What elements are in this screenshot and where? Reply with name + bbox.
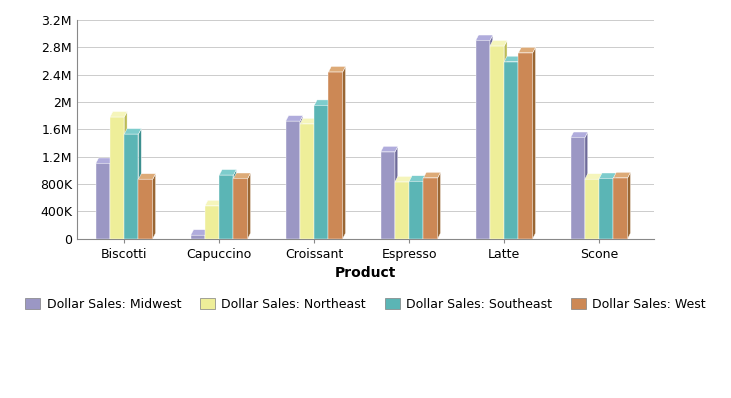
Polygon shape	[504, 41, 507, 238]
Polygon shape	[533, 47, 536, 238]
Polygon shape	[518, 56, 521, 238]
Polygon shape	[381, 146, 398, 152]
Polygon shape	[571, 132, 588, 137]
Polygon shape	[599, 174, 602, 238]
Polygon shape	[286, 116, 303, 121]
Polygon shape	[490, 35, 493, 238]
Polygon shape	[110, 111, 127, 117]
Polygon shape	[490, 41, 507, 46]
Polygon shape	[300, 118, 317, 124]
Polygon shape	[233, 178, 248, 238]
Polygon shape	[286, 121, 300, 238]
Polygon shape	[124, 111, 127, 238]
Polygon shape	[300, 124, 314, 238]
Polygon shape	[153, 174, 156, 238]
Polygon shape	[395, 176, 412, 182]
Polygon shape	[300, 116, 303, 238]
Polygon shape	[219, 175, 233, 238]
Polygon shape	[423, 172, 441, 178]
Polygon shape	[138, 179, 153, 238]
Polygon shape	[585, 132, 588, 238]
Polygon shape	[233, 173, 251, 178]
Polygon shape	[409, 181, 423, 238]
Polygon shape	[613, 172, 631, 178]
Polygon shape	[328, 72, 343, 238]
Polygon shape	[314, 100, 331, 105]
Polygon shape	[599, 173, 616, 178]
Polygon shape	[585, 179, 599, 238]
Polygon shape	[395, 182, 409, 238]
Polygon shape	[343, 66, 346, 238]
Polygon shape	[490, 46, 504, 238]
Polygon shape	[191, 235, 205, 238]
Polygon shape	[423, 178, 438, 238]
Polygon shape	[395, 146, 398, 238]
Polygon shape	[585, 174, 602, 179]
Polygon shape	[476, 41, 490, 238]
Polygon shape	[409, 176, 426, 181]
Polygon shape	[138, 174, 156, 179]
Polygon shape	[438, 172, 441, 238]
Polygon shape	[314, 105, 328, 238]
Polygon shape	[96, 164, 110, 238]
Polygon shape	[205, 200, 222, 206]
Polygon shape	[409, 176, 412, 238]
Polygon shape	[314, 118, 317, 238]
Polygon shape	[518, 53, 533, 238]
Polygon shape	[205, 206, 219, 238]
Polygon shape	[110, 117, 124, 238]
Polygon shape	[219, 200, 222, 238]
Polygon shape	[423, 176, 426, 238]
X-axis label: Product: Product	[335, 266, 396, 280]
Polygon shape	[328, 100, 331, 238]
Polygon shape	[381, 152, 395, 238]
Polygon shape	[504, 62, 518, 238]
Polygon shape	[504, 56, 521, 62]
Polygon shape	[476, 35, 493, 41]
Polygon shape	[599, 178, 613, 238]
Polygon shape	[219, 170, 236, 175]
Polygon shape	[248, 173, 251, 238]
Polygon shape	[96, 158, 113, 164]
Polygon shape	[191, 230, 208, 235]
Polygon shape	[233, 170, 236, 238]
Polygon shape	[571, 137, 585, 238]
Polygon shape	[328, 66, 346, 72]
Polygon shape	[628, 172, 631, 238]
Polygon shape	[138, 129, 141, 238]
Legend: Dollar Sales: Midwest, Dollar Sales: Northeast, Dollar Sales: Southeast, Dollar : Dollar Sales: Midwest, Dollar Sales: Nor…	[20, 293, 711, 316]
Polygon shape	[205, 230, 208, 238]
Polygon shape	[124, 129, 141, 134]
Polygon shape	[613, 173, 616, 238]
Polygon shape	[124, 134, 138, 238]
Polygon shape	[613, 178, 628, 238]
Polygon shape	[110, 158, 113, 238]
Polygon shape	[518, 47, 536, 53]
